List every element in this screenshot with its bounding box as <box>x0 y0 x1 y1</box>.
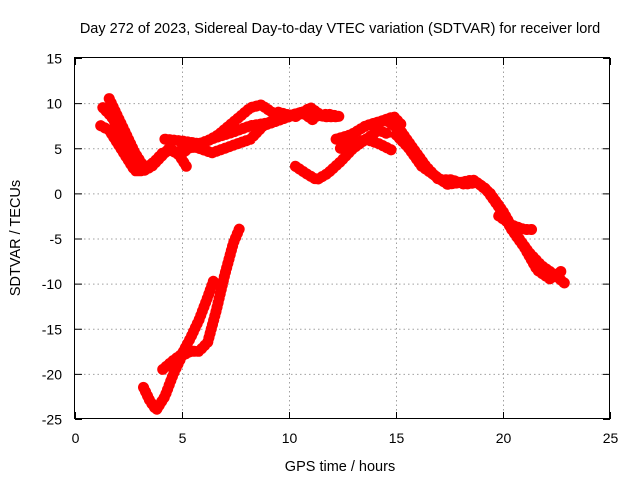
y-tick-label: -10 <box>42 276 62 292</box>
tick-layer: 0 5 10 15 20 25 -25 -20 -15 -10 -5 0 5 10 15 <box>42 51 619 447</box>
series-track-7-markers <box>289 124 396 186</box>
series-track-11-markers <box>390 129 569 285</box>
x-tick-label: 5 <box>179 430 187 446</box>
series-track-12-markers <box>493 210 539 235</box>
x-tick-label: 25 <box>603 430 619 446</box>
y-tick-label: -25 <box>42 412 62 428</box>
series-track-9-markers <box>334 133 398 156</box>
x-tick-label: 10 <box>282 430 298 446</box>
chart-title: Day 272 of 2023, Sidereal Day-to-day VTE… <box>80 21 600 37</box>
series-track-13-markers <box>138 222 246 416</box>
y-axis-label: SDTVAR / TECUs <box>8 180 24 296</box>
x-tick-label: 15 <box>389 430 405 446</box>
plot-frame <box>74 57 610 419</box>
series-track-8-markers <box>330 111 408 145</box>
y-tick-label: 5 <box>54 141 62 157</box>
x-axis-label: GPS time / hours <box>285 459 395 475</box>
x-tick-label: 0 <box>72 430 80 446</box>
series-layer <box>95 93 571 416</box>
grid-layer <box>75 58 610 419</box>
y-tick-label: 0 <box>54 186 62 202</box>
x-tick-label: 20 <box>496 430 512 446</box>
series-track-3-markers <box>103 93 149 172</box>
y-tick-label: -20 <box>42 366 62 382</box>
series-track-14-markers <box>157 273 220 375</box>
series-track-10-markers <box>381 115 571 290</box>
y-tick-label: -15 <box>42 321 62 337</box>
series-track-2-markers <box>95 120 192 177</box>
y-tick-label: -5 <box>50 231 63 247</box>
y-tick-label: 10 <box>46 96 62 112</box>
series-track-6-markers <box>272 102 342 123</box>
y-tick-label: 15 <box>46 51 62 67</box>
